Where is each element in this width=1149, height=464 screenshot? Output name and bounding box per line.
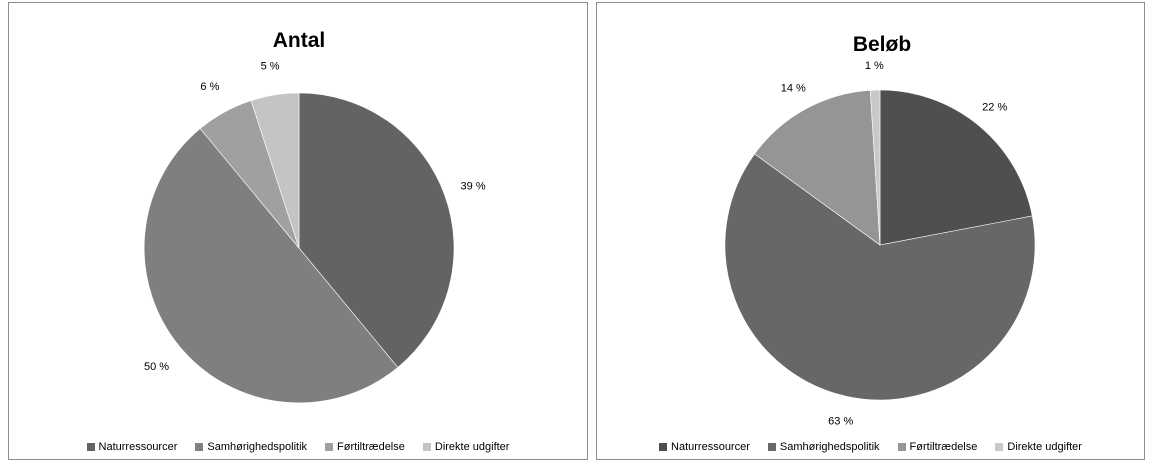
data-label-samhorighedspolitik: 63 % bbox=[828, 416, 853, 428]
legend-label: Samhørighedspolitik bbox=[207, 441, 308, 453]
legend-item-samhorighedspolitik: Samhørighedspolitik bbox=[195, 441, 307, 453]
legend-label: Førtiltrædelse bbox=[337, 441, 405, 453]
chart-title: Antal bbox=[273, 29, 326, 52]
legend-swatch bbox=[422, 443, 431, 451]
legend-label: Samhørighedspolitik bbox=[779, 441, 880, 453]
data-label-fortiltr-delse: 6 % bbox=[200, 81, 219, 93]
legend-label: Naturressourcer bbox=[671, 441, 750, 453]
legend-swatch bbox=[325, 443, 334, 451]
pie-slice-direkte-udgifter bbox=[250, 92, 300, 249]
pie-slice-naturressourcer bbox=[879, 89, 1033, 246]
data-label-naturressourcer: 22 % bbox=[982, 101, 1007, 113]
chart-title: Beløb bbox=[853, 33, 911, 56]
chart-legend: Naturressourcer Samhørighedspolitik Førtil… bbox=[597, 441, 1144, 453]
legend-swatch bbox=[897, 443, 906, 451]
pie-labels: 22 % 63 % 14 % 1 % bbox=[781, 60, 1008, 428]
data-label-naturressourcer: 39 % bbox=[461, 180, 486, 192]
legend-item-naturressourcer: Naturressourcer bbox=[659, 441, 750, 453]
legend-swatch bbox=[86, 443, 95, 451]
pie-slices bbox=[143, 92, 455, 404]
pie-chart-beloeb: Beløb 22 % 63 % 14 % 1 % bbox=[724, 33, 1036, 428]
legend-swatch bbox=[995, 443, 1004, 451]
legend-item-samhorighedspolitik: Samhørighedspolitik bbox=[767, 441, 880, 453]
pie-slice-direkte-udgifter bbox=[869, 89, 881, 246]
pie-slice-samhorighedspolitik bbox=[724, 153, 1036, 401]
legend-label: Naturressourcer bbox=[98, 441, 178, 453]
pie-slice-samhorighedspolitik bbox=[143, 128, 399, 404]
pie-slice-fortiltr-delse bbox=[754, 89, 881, 246]
legend-item-naturressourcer: Naturressourcer bbox=[86, 441, 178, 453]
legend-swatch bbox=[195, 443, 204, 451]
pie-slice-naturressourcer bbox=[298, 92, 455, 368]
legend-swatch bbox=[767, 443, 776, 451]
chart-legend: Naturressourcer Samhørighedspolitik Førtil… bbox=[9, 441, 587, 453]
legend-item-fortiltr-delse: Førtiltrædelse bbox=[325, 441, 405, 453]
legend-item-direkte-udgifter: Direkte udgifter bbox=[422, 441, 510, 453]
chart-panel-antal: Antal 39 % 50 % 6 % 5 % Naturressourcer Samh… bbox=[8, 2, 588, 460]
data-label-fortiltr-delse: 14 % bbox=[781, 82, 806, 94]
data-label-samhorighedspolitik: 50 % bbox=[144, 361, 169, 373]
legend-label: Direkte udgifter bbox=[434, 441, 510, 453]
legend-label: Direkte udgifter bbox=[1007, 441, 1082, 453]
data-label-direkte-udgifter: 1 % bbox=[865, 60, 884, 72]
pie-labels: 39 % 50 % 6 % 5 % bbox=[144, 60, 486, 373]
chart-panel-beloeb: Beløb 22 % 63 % 14 % 1 % Naturressourcer Sam… bbox=[596, 2, 1145, 460]
pie-chart-antal: Antal 39 % 50 % 6 % 5 % bbox=[143, 29, 486, 404]
legend-item-fortiltr-delse: Førtiltrædelse bbox=[897, 441, 978, 453]
data-label-direkte-udgifter: 5 % bbox=[261, 60, 280, 72]
legend-label: Førtiltrædelse bbox=[909, 441, 978, 453]
pie-slices bbox=[724, 89, 1036, 401]
legend-swatch bbox=[659, 443, 668, 451]
legend-item-direkte-udgifter: Direkte udgifter bbox=[995, 441, 1082, 453]
